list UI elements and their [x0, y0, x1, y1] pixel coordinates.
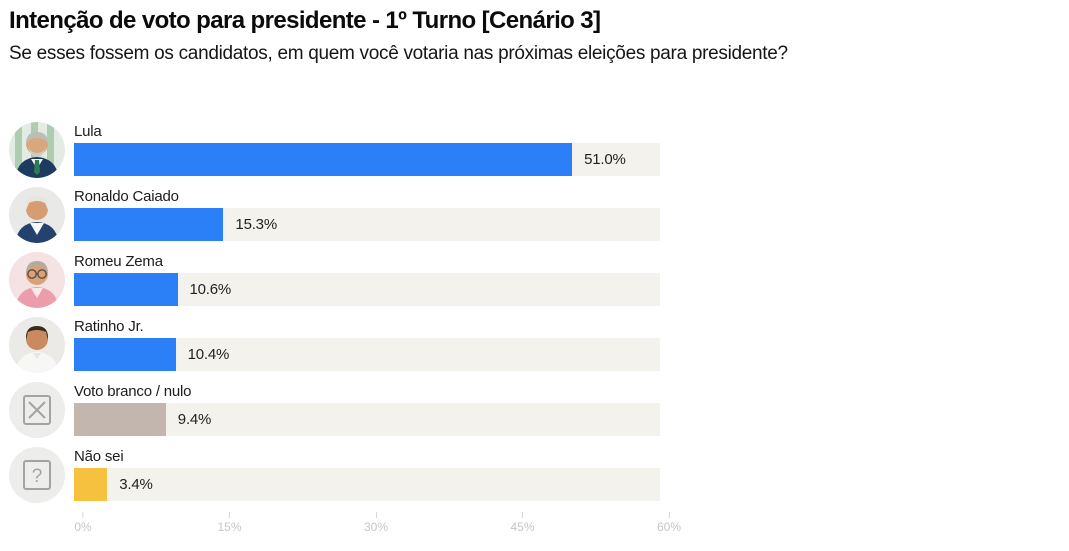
- dont-know-question-icon: ?: [9, 446, 65, 503]
- bar-row-main: Ratinho Jr. 10.4%: [74, 319, 660, 371]
- x-axis-tick: 15%: [217, 512, 242, 534]
- bar-row-ronaldo-caiado: Ronaldo Caiado 15.3%: [9, 182, 1069, 247]
- bar-row-voto-branco-nulo: Voto branco / nulo 9.4%: [9, 377, 1069, 442]
- value-label: 51.0%: [584, 150, 626, 168]
- x-axis: 0% 15% 30% 45% 60%: [74, 512, 681, 540]
- bar-track: 9.4%: [74, 402, 660, 436]
- candidate-name: Não sei: [74, 447, 124, 465]
- bar-track: 51.0%: [74, 142, 660, 176]
- candidate-name: Lula: [74, 122, 102, 140]
- bar-track: 15.3%: [74, 207, 660, 241]
- bar-row-lula: Lula 51.0%: [9, 117, 1069, 182]
- invalid-vote-x-icon: [9, 381, 65, 438]
- tick-label: 15%: [217, 520, 242, 534]
- candidate-name: Ratinho Jr.: [74, 317, 144, 335]
- value-label: 10.6%: [189, 280, 232, 298]
- tick-label: 45%: [510, 520, 535, 534]
- x-axis-tick: 0%: [74, 512, 92, 534]
- bar-row-main: Ronaldo Caiado 15.3%: [74, 189, 660, 241]
- bar-row-main: Romeu Zema 10.6%: [74, 254, 660, 306]
- value-label: 15.3%: [235, 215, 277, 233]
- x-axis-tick: 60%: [657, 512, 681, 534]
- bar-chart: Lula 51.0%: [9, 117, 1069, 540]
- bar: [74, 272, 178, 306]
- bar: [74, 337, 176, 371]
- value-label: 9.4%: [177, 410, 212, 428]
- bar-row-romeu-zema: Romeu Zema 10.6%: [9, 247, 1069, 312]
- tick-mark: [82, 512, 84, 518]
- bar-track: 3.4%: [74, 467, 660, 501]
- bar-row-main: Voto branco / nulo 9.4%: [74, 384, 660, 436]
- chart-header: Intenção de voto para presidente - 1º Tu…: [0, 0, 1069, 65]
- tick-mark: [229, 512, 230, 518]
- bar: [74, 402, 166, 436]
- chart-title: Intenção de voto para presidente - 1º Tu…: [9, 7, 601, 34]
- romeu-zema-portrait-avatar: [9, 251, 65, 308]
- ronaldo-caiado-portrait-avatar: [9, 186, 65, 243]
- bar-row-main: Lula 51.0%: [74, 124, 660, 176]
- bar-row-main: Não sei 3.4%: [74, 449, 660, 501]
- bar: [74, 142, 573, 176]
- tick-mark: [375, 512, 377, 518]
- tick-label: 60%: [656, 520, 682, 534]
- tick-mark: [522, 512, 523, 518]
- tick-label: 0%: [74, 520, 92, 534]
- svg-text:?: ?: [32, 466, 43, 487]
- candidate-name: Voto branco / nulo: [74, 382, 192, 400]
- bar-row-nao-sei: ? Não sei 3.4%: [9, 442, 1069, 507]
- lula-portrait-avatar: [9, 121, 65, 178]
- bar-track: 10.4%: [74, 337, 660, 371]
- x-axis-tick: 45%: [510, 512, 535, 534]
- value-label: 3.4%: [119, 475, 153, 493]
- tick-mark: [668, 512, 670, 518]
- bar: [74, 207, 224, 241]
- bar: [74, 467, 108, 501]
- chart-subtitle: Se esses fossem os candidatos, em quem v…: [9, 43, 788, 64]
- ratinho-jr-portrait-avatar: [9, 316, 65, 373]
- tick-label: 30%: [363, 520, 389, 534]
- candidate-name: Ronaldo Caiado: [74, 187, 179, 205]
- bar-track: 10.6%: [74, 272, 660, 306]
- x-axis-tick: 30%: [364, 512, 388, 534]
- bar-row-ratinho-jr: Ratinho Jr. 10.4%: [9, 312, 1069, 377]
- value-label: 10.4%: [187, 345, 230, 363]
- candidate-name: Romeu Zema: [74, 252, 163, 270]
